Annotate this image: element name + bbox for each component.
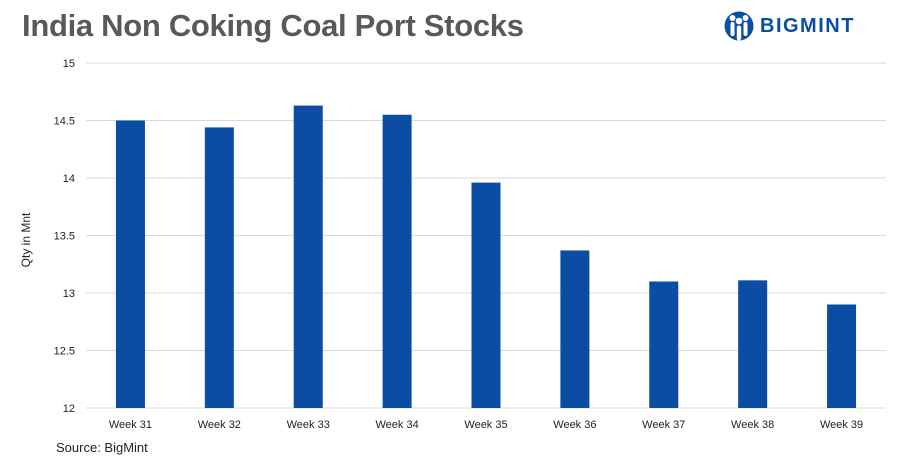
y-axis-ticks: 12 12.5 13 13.5 14 14.5 15	[54, 58, 75, 415]
bar	[382, 114, 412, 408]
bars	[115, 105, 857, 409]
y-tick-label: 12.5	[54, 346, 75, 358]
bar	[293, 105, 323, 409]
bar	[115, 120, 145, 408]
bigmint-people-icon	[724, 11, 754, 41]
x-tick-label: Week 36	[553, 419, 596, 431]
bar	[204, 127, 234, 409]
x-tick-label: Week 39	[820, 419, 863, 431]
bar	[827, 304, 857, 408]
y-tick-label: 13.5	[54, 231, 75, 243]
x-tick-label: Week 37	[642, 419, 685, 431]
source-note: Source: BigMint	[56, 440, 148, 455]
bar	[471, 182, 501, 408]
x-tick-label: Week 31	[109, 419, 152, 431]
y-axis-label: Qty in Mnt	[19, 212, 33, 267]
y-tick-label: 14.5	[54, 116, 75, 128]
logo-text: BIGMINT	[760, 14, 855, 37]
chart-title: India Non Coking Coal Port Stocks	[22, 8, 524, 43]
x-tick-label: Week 34	[376, 419, 419, 431]
x-tick-label: Week 38	[731, 419, 774, 431]
y-tick-label: 13	[63, 288, 75, 300]
y-tick-label: 15	[63, 58, 75, 70]
x-axis-ticks: Week 31 Week 32 Week 33 Week 34 Week 35 Week …	[109, 419, 863, 431]
bar	[738, 280, 768, 408]
y-tick-label: 12	[63, 403, 75, 415]
x-tick-label: Week 35	[464, 419, 507, 431]
x-tick-label: Week 32	[198, 419, 241, 431]
y-tick-label: 14	[63, 173, 75, 185]
x-tick-label: Week 33	[287, 419, 330, 431]
bar	[560, 250, 590, 408]
bar	[649, 281, 679, 408]
brand-logo: BIGMINT	[724, 8, 855, 44]
